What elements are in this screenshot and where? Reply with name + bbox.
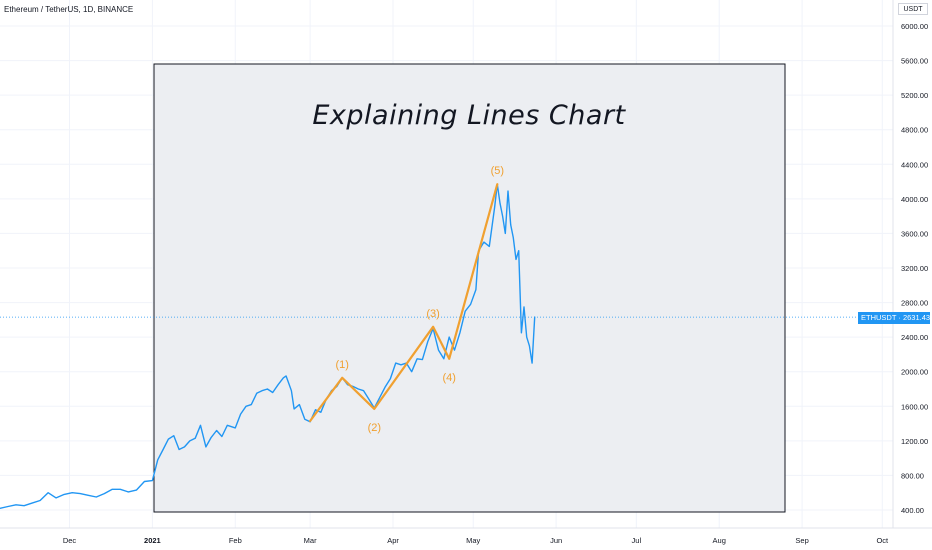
y-axis-tick-label: 2400.00 <box>901 333 928 342</box>
wave-label: (2) <box>368 422 381 434</box>
y-axis-tick-label: 5200.00 <box>901 91 928 100</box>
series-lines <box>0 183 536 509</box>
y-axis-tick-label: 4000.00 <box>901 195 928 204</box>
price-tag-value: 2631.43 <box>902 313 931 322</box>
x-axis-tick-label: Jun <box>550 536 562 545</box>
y-axis-tick-label: 3200.00 <box>901 264 928 273</box>
symbol-title: Ethereum / TetherUS, 1D, BINANCE <box>4 5 134 14</box>
y-axis-tick-label: 400.00 <box>901 506 924 515</box>
x-axis-tick-label: Apr <box>387 536 399 545</box>
y-axis-tick-label: 6000.00 <box>901 22 928 31</box>
wave-label: (1) <box>336 359 349 371</box>
y-axis-tick-label: 3600.00 <box>901 229 928 238</box>
wave-labels: (1) (2) (3) (4) (5) <box>336 165 505 434</box>
x-axis[interactable]: Dec 2021 Feb Mar Apr May Jun Jul Aug Sep Oct <box>63 536 889 545</box>
x-axis-tick-label: May <box>466 536 480 545</box>
x-axis-tick-label: Sep <box>795 536 808 545</box>
x-axis-tick-label: 2021 <box>144 536 161 545</box>
y-axis-tick-label: 800.00 <box>901 471 924 480</box>
x-axis-tick-label: Mar <box>304 536 317 545</box>
y-axis-tick-label: 4400.00 <box>901 160 928 169</box>
currency-unit-label[interactable]: USDT <box>898 3 928 15</box>
y-axis-tick-label: 4800.00 <box>901 126 928 135</box>
y-axis-tick-label: 1600.00 <box>901 402 928 411</box>
y-axis[interactable]: 400.00 800.00 1200.00 1600.00 2000.00 2400.00… <box>901 22 928 515</box>
wave-trend-line <box>309 183 499 423</box>
y-axis-tick-label: 5600.00 <box>901 57 928 66</box>
x-axis-tick-label: Dec <box>63 536 77 545</box>
price-tag-separator: · <box>898 313 903 322</box>
current-price-tag: ETHUSDT · 2631.43 <box>858 312 930 324</box>
wave-label: (3) <box>426 308 439 320</box>
x-axis-tick-label: Jul <box>632 536 642 545</box>
x-axis-tick-label: Oct <box>876 536 889 545</box>
annotation-title: Explaining Lines Chart <box>312 100 626 131</box>
y-axis-tick-label: 2000.00 <box>901 368 928 377</box>
x-axis-tick-label: Aug <box>713 536 726 545</box>
y-axis-tick-label: 1200.00 <box>901 437 928 446</box>
wave-label: (5) <box>491 165 504 177</box>
price-tag-ticker: ETHUSDT <box>861 313 897 322</box>
x-axis-tick-label: Feb <box>229 536 242 545</box>
wave-label: (4) <box>442 372 455 384</box>
y-axis-tick-label: 2800.00 <box>901 299 928 308</box>
